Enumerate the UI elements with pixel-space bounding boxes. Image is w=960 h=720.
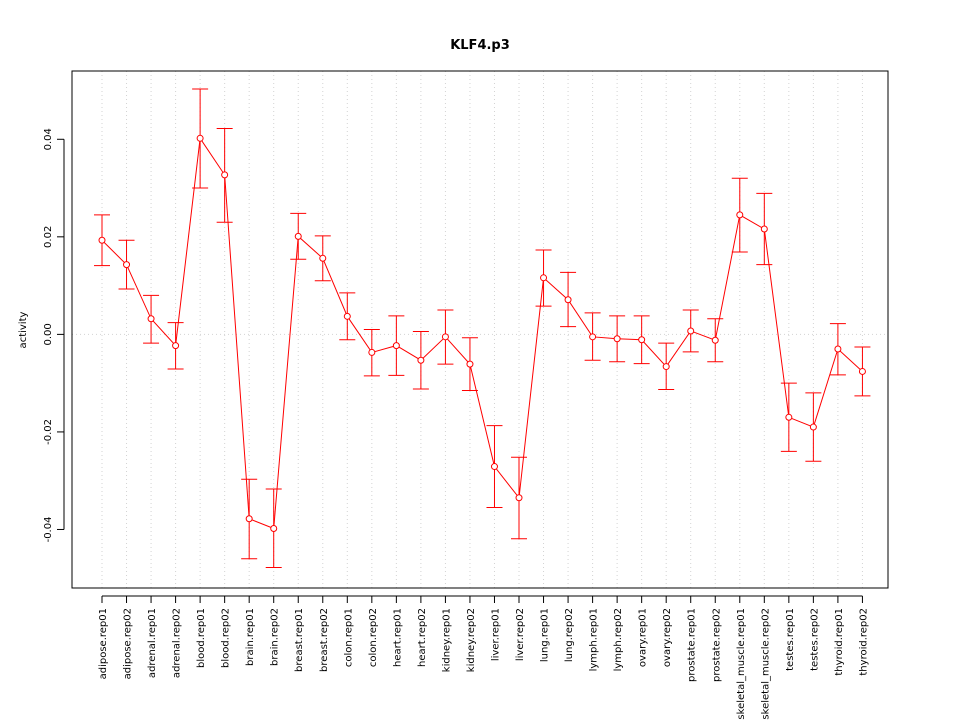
x-tick-label: adipose.rep01 [98,608,109,679]
x-tick-label: colon.rep01 [343,608,354,667]
data-point [147,315,155,323]
x-tick-label: testes.rep02 [809,608,820,671]
data-point [540,274,548,282]
data-point [343,312,351,320]
data-point [221,171,229,179]
x-tick-label: skeletal_muscle.rep01 [736,608,747,720]
data-point [858,367,866,375]
x-tick-label: colon.rep02 [368,608,379,667]
y-tick-label: -0.04 [43,517,54,543]
data-point [736,211,744,219]
data-point [760,225,768,233]
data-point [687,327,695,335]
y-axis: -0.04 -0.02 0.00 0.02 0.04 [43,128,65,543]
data-point [515,494,523,502]
data-point [368,348,376,356]
x-tick-label: blood.rep02 [221,608,232,668]
x-tick-label: adrenal.rep01 [147,608,158,678]
x-tick-label: breast.rep02 [319,608,330,672]
x-tick-label: lung.rep01 [540,608,551,662]
x-tick-label: kidney.rep01 [441,608,452,672]
data-point [638,336,646,344]
data-point [589,333,597,341]
x-tick-label: heart.rep01 [392,608,403,667]
plot-frame [71,70,889,589]
data-point [319,254,327,262]
data-point [245,515,253,523]
data-point [294,232,302,240]
x-axis: adipose.rep01 adipose.rep02 adrenal.rep01 a… [98,595,869,720]
x-tick-label: ovary.rep02 [662,608,673,667]
x-tick-label: liver.rep01 [490,608,501,661]
data-point [490,463,498,471]
x-tick-label: lymph.rep01 [589,608,600,671]
series-layer [94,88,871,569]
data-point [392,342,400,350]
x-tick-label: brain.rep02 [270,608,281,666]
grid-layer [72,71,888,588]
x-tick-label: prostate.rep01 [687,608,698,682]
y-axis-label: activity [18,311,29,348]
x-tick-label: blood.rep01 [196,608,207,668]
data-point [613,335,621,343]
data-point [441,333,449,341]
x-tick-label: prostate.rep02 [711,608,722,682]
x-tick-label: kidney.rep02 [466,608,477,672]
chart-title: KLF4.p3 [450,38,510,53]
data-point [711,336,719,344]
series-line [101,136,863,530]
data-point [466,360,474,368]
data-point [834,345,842,353]
data-point [98,236,106,244]
x-tick-label: lymph.rep02 [613,608,624,671]
x-tick-label: lung.rep02 [564,608,575,662]
x-tick-label: liver.rep02 [515,608,526,661]
x-tick-label: testes.rep01 [785,608,796,671]
y-tick-label: -0.02 [43,419,54,445]
x-tick-label: heart.rep02 [417,608,428,667]
y-tick-label: 0.02 [43,226,54,248]
x-tick-label: brain.rep01 [245,608,256,666]
y-tick-label: 0.04 [43,128,54,150]
x-tick-label: adipose.rep02 [123,608,134,679]
data-point [172,342,180,350]
data-point [564,296,572,304]
y-tick-label: 0.00 [43,323,54,345]
x-tick-label: skeletal_muscle.rep02 [760,608,771,720]
x-tick-label: thyroid.rep02 [858,608,869,676]
data-point [196,134,204,142]
data-point [662,363,670,371]
x-tick-label: ovary.rep01 [638,608,649,667]
data-point [270,524,278,532]
data-point [809,423,817,431]
x-tick-label: breast.rep01 [294,608,305,672]
data-point [417,356,425,364]
x-tick-label: thyroid.rep01 [834,608,845,676]
x-tick-label: adrenal.rep02 [172,608,183,678]
data-point [785,413,793,421]
data-point [123,261,131,269]
